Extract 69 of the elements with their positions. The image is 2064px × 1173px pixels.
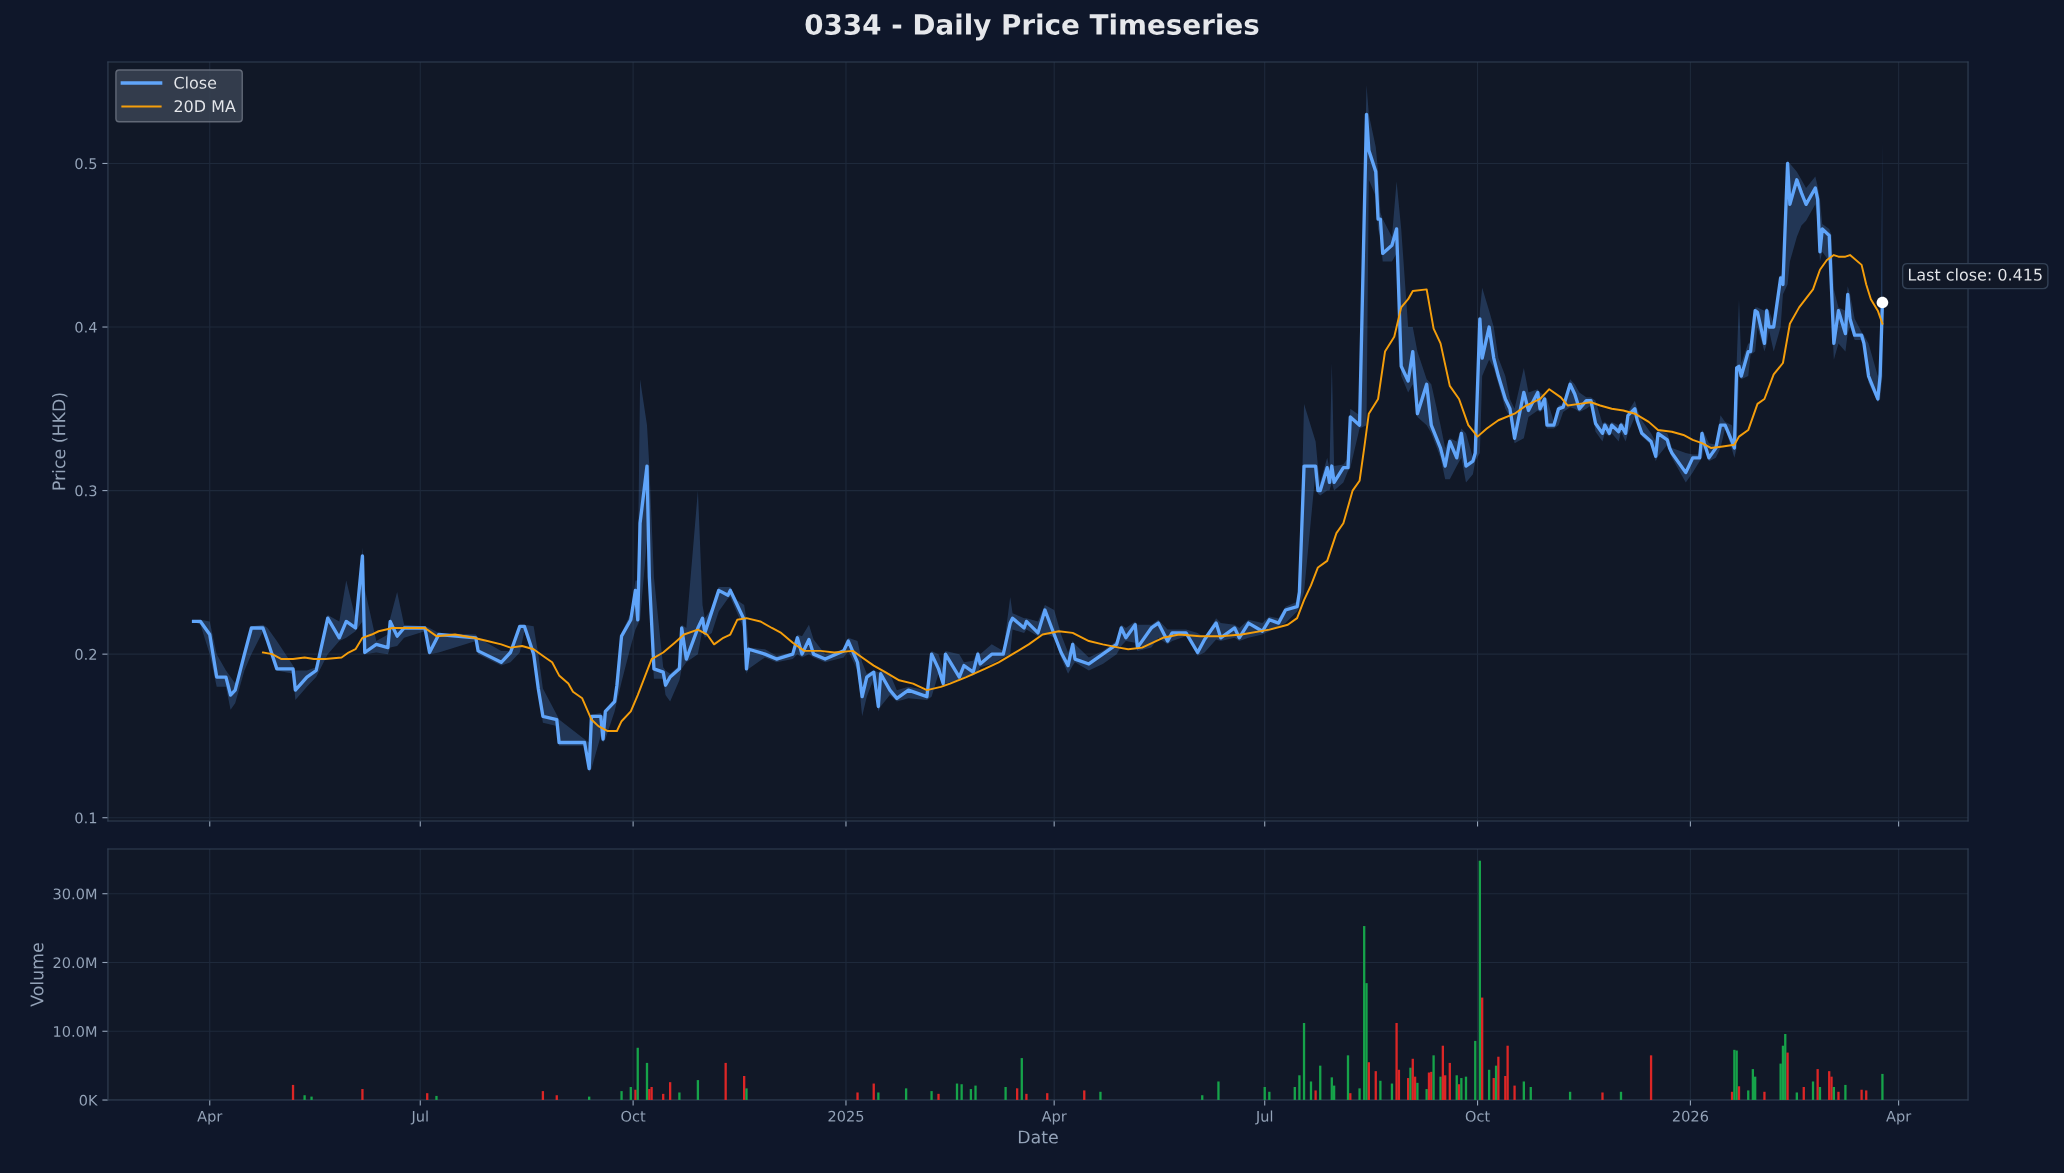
bar [1860, 1089, 1863, 1101]
y-tick-label: 0.1 [75, 812, 97, 824]
bar [974, 1085, 977, 1101]
y-tick-label: 0K [79, 1094, 98, 1106]
bar [1816, 1069, 1819, 1101]
x-tick-label: Apr [197, 1110, 223, 1125]
legend-label: 20D MA [174, 100, 236, 113]
bar [1763, 1091, 1766, 1101]
x-tick-label: Oct [621, 1110, 646, 1122]
bar [1497, 1056, 1500, 1101]
bar [361, 1089, 364, 1101]
chart-title: 0334 - Daily Price Timeseries [805, 13, 1259, 41]
bar [620, 1091, 623, 1101]
bar [1409, 1067, 1412, 1101]
bar [435, 1095, 438, 1101]
bar [678, 1092, 681, 1101]
annotation: Last close: 0.415 [1908, 268, 2042, 281]
bar [1786, 1052, 1789, 1101]
bar [877, 1092, 880, 1101]
bar [1099, 1091, 1102, 1101]
bar [1844, 1084, 1847, 1101]
bar [1837, 1091, 1840, 1101]
bar [1513, 1085, 1516, 1101]
bar [1416, 1082, 1419, 1101]
legend-label: Close [174, 76, 217, 89]
y-tick-label: 0.4 [75, 321, 97, 333]
x-tick-label: Apr [1041, 1110, 1067, 1125]
bar [1395, 1023, 1398, 1101]
x-tick-label: Jul [410, 1110, 428, 1125]
y-tick-label: 0.3 [75, 485, 97, 497]
x-tick-label: Oct [1465, 1110, 1490, 1122]
bar [555, 1095, 558, 1101]
x-axis-title: Date [1018, 1130, 1058, 1144]
bar [856, 1092, 859, 1101]
bar [1201, 1095, 1204, 1101]
bar [1881, 1073, 1884, 1101]
bar [960, 1084, 963, 1101]
y-tick-label: 0.5 [75, 158, 97, 170]
bar [303, 1095, 306, 1101]
bar [1460, 1078, 1463, 1101]
y-tick-label: 30.0M [53, 888, 97, 900]
bar [1217, 1081, 1220, 1101]
bar [634, 1089, 637, 1101]
bar [1865, 1090, 1868, 1101]
bar [1432, 1055, 1435, 1101]
bar [1601, 1092, 1604, 1101]
x-tick-label: Apr [1886, 1110, 1912, 1125]
bar [745, 1088, 748, 1101]
bar [1004, 1086, 1007, 1101]
bar [1439, 1076, 1442, 1101]
bar [1506, 1045, 1509, 1101]
x-tick-label: 2025 [828, 1110, 864, 1122]
bar [1025, 1093, 1028, 1101]
bar [930, 1091, 933, 1101]
bar [1298, 1075, 1301, 1101]
y-tick-label: 10.0M [54, 1025, 97, 1038]
bar [1379, 1080, 1382, 1101]
bar [1083, 1090, 1086, 1101]
bar [1314, 1090, 1317, 1101]
x-tick-label: 2026 [1672, 1110, 1709, 1122]
y-tick-label: 0.2 [75, 648, 97, 660]
x-tick-label: Jul [1255, 1110, 1273, 1125]
y-axis-title: Volume [30, 943, 44, 1007]
bar [310, 1096, 313, 1101]
bar [1747, 1090, 1750, 1101]
bar [1358, 1088, 1361, 1101]
y-tick-label: 20.0M [53, 957, 97, 969]
bar [937, 1093, 940, 1101]
y-axis-title: Price (HKD) [51, 393, 68, 490]
